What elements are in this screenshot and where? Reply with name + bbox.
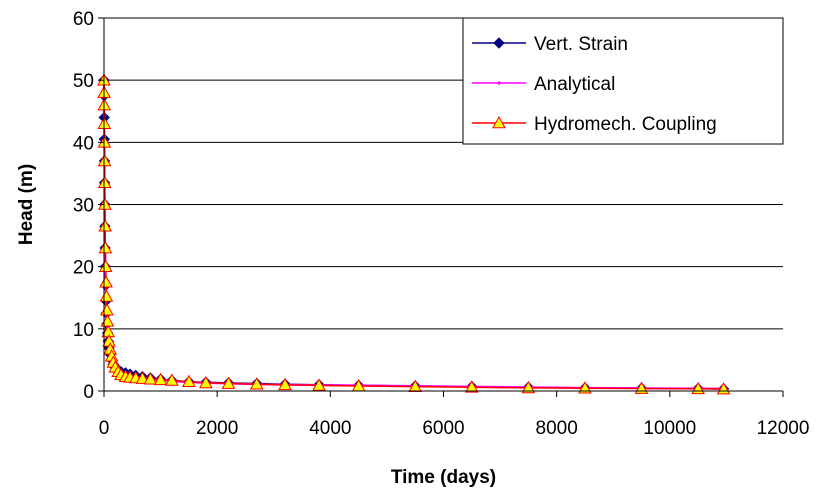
y-tick-label-0: 0 [83,382,94,403]
y-tick-label-2: 20 [73,258,94,279]
legend-label-1: Analytical [534,74,615,95]
series-2-point-8 [98,219,112,232]
series-2-point-12 [99,289,114,302]
legend-item-2: Hydromech. Coupling [472,114,717,135]
series-2-point-29 [165,373,179,386]
x-tick-label-1: 2000 [196,418,238,439]
x-tick-label-3: 6000 [422,418,464,439]
x-tick-label-4: 8000 [536,418,578,439]
series-2-point-27 [143,372,158,385]
series-2-point-28 [153,372,168,386]
series-2-point-39 [521,380,536,394]
series-2-point-34 [278,377,292,391]
series-2-point-38 [464,380,479,393]
series-2-point-10 [98,259,113,272]
y-tick-label-6: 60 [73,9,94,30]
series-2-point-26 [135,371,150,384]
series-2-point-32 [221,376,236,389]
legend-marker-0 [493,37,505,49]
series-2-point-5 [97,153,112,167]
legend-marker-2 [492,115,506,129]
legend-item-1: Analytical [472,74,615,95]
series-2-point-6 [97,175,112,189]
legend: Vert. Strain Analytical Hydromech. Couplin… [462,17,784,145]
legend-item-0: Vert. Strain [472,34,628,55]
legend-marker-1 [497,81,501,85]
y-tick-label-4: 40 [73,133,94,154]
series-2-point-31 [199,375,213,389]
grid-lines [104,17,783,330]
x-tick-label-6: 12000 [757,418,810,439]
y-tick-label-1: 10 [73,320,94,341]
tick-labels: 0 10 20 30 40 50 60 0 2000 4000 6000 8000 10000 12000 [73,9,810,439]
legend-label-2: Hydromech. Coupling [534,114,717,135]
series-2-point-13 [100,303,114,316]
series-2-point-14 [100,314,115,327]
y-tick-label-5: 50 [73,71,94,92]
series-2-point-9 [98,240,113,254]
series-2-point-35 [312,378,326,391]
y-axis-label: Head (m) [16,164,37,245]
legend-label-0: Vert. Strain [534,34,628,55]
series-2-point-40 [578,381,592,394]
series-2-point-11 [99,275,113,288]
x-tick-label-2: 4000 [309,418,351,439]
series-2-point-30 [182,374,196,387]
y-tick-label-3: 30 [73,196,94,217]
series-2-point-7 [98,197,112,210]
x-axis-label: Time (days) [391,467,496,488]
x-tick-label-5: 10000 [643,418,696,439]
series-2-point-33 [249,377,264,390]
series-2 [97,73,731,395]
x-tick-label-0: 0 [99,418,110,439]
